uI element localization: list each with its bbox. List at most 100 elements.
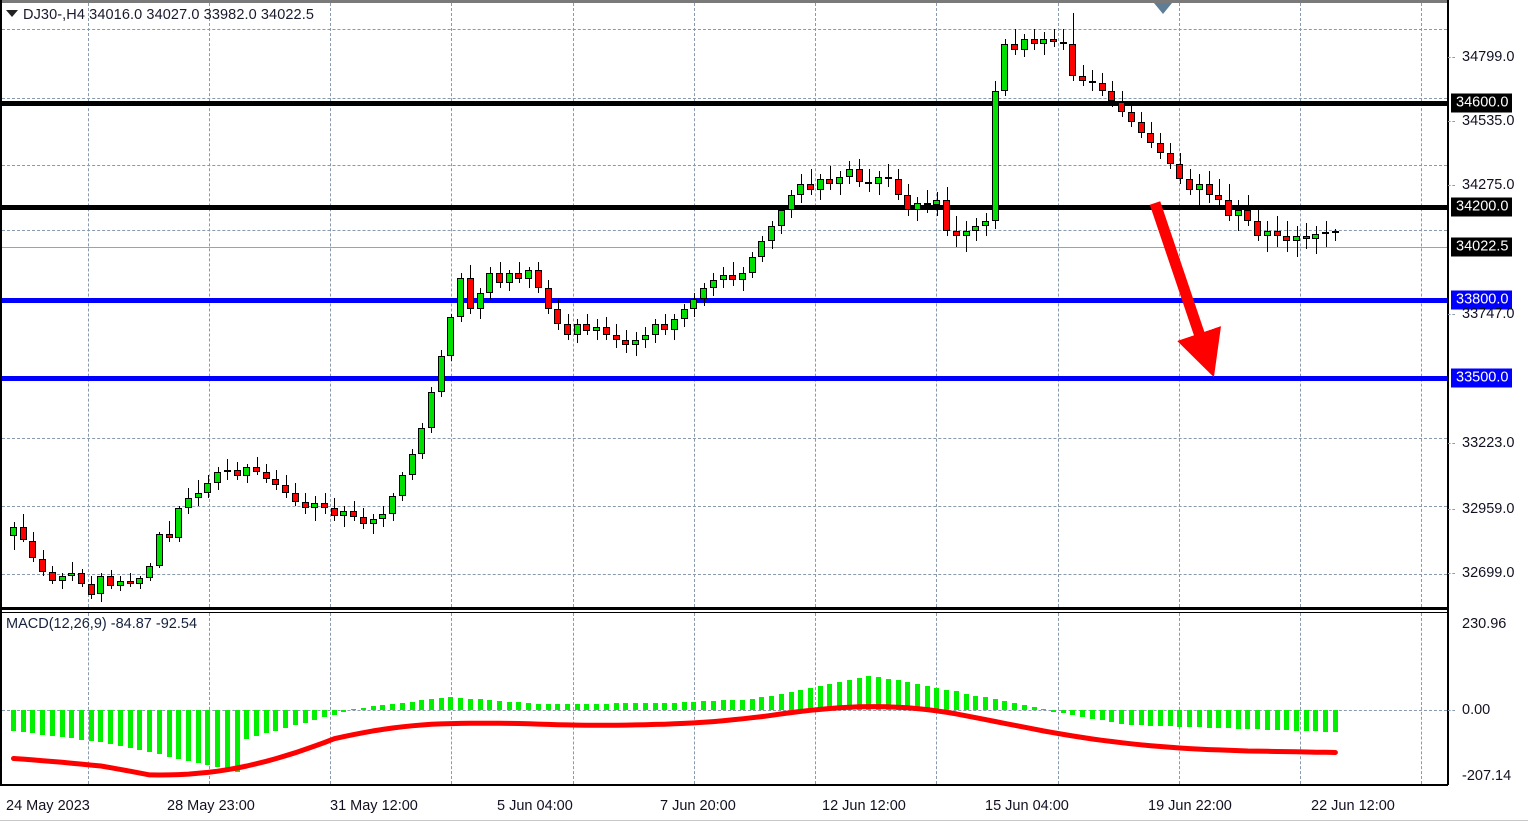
candle-body-bearish	[282, 485, 290, 493]
macd-histogram-bar	[1245, 710, 1251, 729]
macd-histogram-bar	[516, 702, 522, 710]
macd-histogram-bar	[20, 710, 26, 733]
candle-body-bearish	[1147, 132, 1155, 143]
price-level-line-34600.0[interactable]	[2, 101, 1447, 106]
candle-body-bearish	[1088, 80, 1096, 84]
macd-histogram-bar	[905, 682, 911, 710]
candle-body-bearish	[1244, 210, 1252, 221]
macd-histogram-bar	[759, 697, 765, 710]
macd-histogram-bar	[205, 710, 211, 766]
price-axis-label: 34600.0	[1451, 93, 1513, 113]
macd-histogram-bar	[808, 687, 814, 710]
macd-histogram-bar	[1187, 710, 1193, 727]
candle-body-bearish	[291, 492, 299, 502]
candle-body-bearish	[1225, 200, 1232, 216]
macd-histogram-bar	[302, 710, 308, 723]
macd-histogram-bar	[798, 689, 804, 710]
candle-wick	[1083, 65, 1084, 86]
candle-wick	[257, 456, 258, 475]
candle-body-bullish	[418, 428, 426, 455]
candle-body-bullish	[816, 179, 824, 190]
grid-line-horizontal	[2, 29, 1447, 31]
candle-body-bearish	[826, 179, 834, 185]
candle-body-bearish	[262, 472, 270, 479]
candle-body-bearish	[359, 517, 367, 525]
price-level-line-33800.0[interactable]	[2, 298, 1447, 303]
macd-histogram-bar	[1264, 710, 1270, 730]
macd-histogram-bar	[497, 700, 502, 710]
macd-histogram-bar	[973, 695, 979, 710]
macd-histogram-bar	[224, 710, 230, 770]
candle-body-bearish	[253, 467, 260, 473]
macd-histogram-bar	[769, 695, 775, 710]
macd-histogram-bar	[642, 703, 648, 710]
price-chart-panel[interactable]	[2, 3, 1447, 607]
price-level-line-34200.0[interactable]	[2, 205, 1447, 210]
macd-histogram-bar	[88, 710, 94, 741]
macd-histogram-bar	[1109, 710, 1115, 723]
macd-histogram-bar	[1041, 708, 1047, 710]
candle-body-bullish	[136, 577, 144, 584]
macd-histogram-bar	[934, 687, 940, 710]
chart-top-marker-icon[interactable]	[1154, 3, 1172, 14]
candle-body-bullish	[748, 257, 756, 273]
chart-collapse-triangle-icon[interactable]	[6, 10, 18, 17]
symbol-ohlc-header: DJ30-,H4 34016.0 34027.0 33982.0 34022.5	[6, 7, 314, 23]
macd-histogram-bar	[701, 701, 707, 710]
candle-body-bearish	[515, 272, 523, 279]
macd-histogram-bar	[438, 697, 444, 710]
candle-body-bullish	[194, 492, 202, 499]
candle-wick	[1054, 28, 1055, 48]
macd-histogram-bar	[1051, 710, 1057, 712]
grid-line-vertical	[694, 613, 695, 784]
macd-histogram-bar	[866, 676, 872, 710]
window-top-border	[0, 0, 1448, 3]
candle-body-bearish	[321, 503, 329, 509]
macd-histogram-bar	[652, 702, 658, 710]
panel-separator	[0, 607, 1448, 610]
price-axis-label: 34535.0	[1462, 113, 1515, 129]
macd-histogram-bar	[98, 710, 104, 743]
macd-histogram-bar	[428, 699, 434, 710]
macd-histogram-bar	[983, 697, 988, 710]
macd-histogram-bar	[574, 703, 580, 710]
candle-body-bearish	[612, 334, 620, 340]
candle-wick	[1306, 223, 1307, 250]
candle-body-bullish	[398, 474, 406, 496]
time-axis-label: 12 Jun 12:00	[822, 798, 906, 814]
candle-body-bullish	[97, 575, 105, 595]
macd-histogram-bar	[380, 705, 386, 710]
candle-body-bullish	[311, 503, 319, 509]
macd-histogram-bar	[458, 697, 464, 710]
price-axis-label: 33223.0	[1462, 435, 1515, 451]
macd-histogram-bar	[254, 710, 259, 737]
time-axis-label: 5 Jun 04:00	[497, 798, 573, 814]
grid-line-horizontal	[2, 506, 1447, 508]
macd-indicator-panel[interactable]	[2, 613, 1447, 784]
macd-histogram-bar	[156, 710, 162, 755]
candle-body-bullish	[457, 277, 465, 317]
candle-body-bullish	[836, 176, 844, 185]
candle-body-bearish	[583, 324, 591, 331]
price-level-line-33500.0[interactable]	[2, 376, 1447, 381]
macd-histogram-bar	[49, 710, 55, 736]
macd-histogram-bar	[720, 700, 726, 710]
candle-wick	[733, 262, 734, 286]
macd-histogram-bar	[740, 699, 745, 710]
candle-body-bullish	[214, 472, 222, 483]
macd-histogram-bar	[1089, 710, 1095, 719]
grid-line-vertical	[1421, 3, 1422, 607]
axis-tick	[1448, 314, 1455, 315]
macd-histogram-bar	[623, 703, 629, 710]
macd-histogram-bar	[322, 710, 328, 718]
candle-body-bearish	[661, 324, 669, 330]
candle-body-bullish	[146, 565, 154, 578]
price-axis-label: 34799.0	[1462, 49, 1515, 65]
macd-histogram-bar	[545, 704, 551, 710]
macd-histogram-bar	[827, 684, 833, 710]
macd-histogram-bar	[963, 693, 969, 710]
candle-body-bearish	[165, 534, 173, 539]
candle-body-bullish	[525, 270, 533, 279]
grid-line-vertical	[209, 3, 210, 607]
